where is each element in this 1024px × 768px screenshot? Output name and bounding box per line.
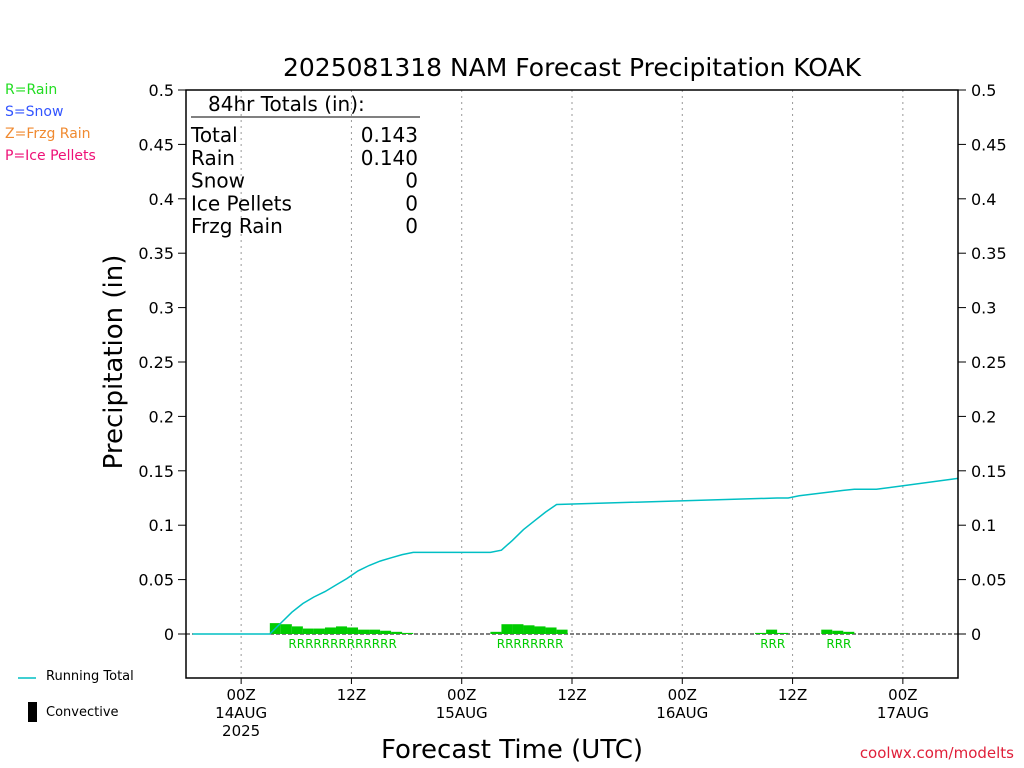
totals-label-2: Snow: [191, 169, 245, 193]
y-tick-label-left-2: 0.1: [149, 516, 174, 535]
y-tick-label-right-2: 0.1: [971, 516, 996, 535]
y-tick-label-right-8: 0.4: [971, 190, 996, 209]
x-tick-label-5-0: 12Z: [778, 686, 807, 704]
y-tick-label-right-6: 0.3: [971, 299, 996, 318]
x-tick-label-2-0: 00Z: [447, 686, 476, 704]
x-tick-label-0-2: 2025: [222, 722, 260, 740]
x-tick-label-1-0: 12Z: [337, 686, 366, 704]
y-tick-label-right-5: 0.25: [971, 353, 1007, 372]
rain-bar-13: [490, 631, 502, 634]
totals-label-3: Ice Pellets: [191, 191, 292, 215]
y-tick-label-left-4: 0.2: [149, 407, 174, 426]
convective-legend-label: Convective: [46, 705, 119, 720]
x-tick-label-4-1: 16AUG: [656, 704, 708, 722]
ptype-legend: R=Rain S=Snow Z=Frzg Rain P=Ice Pellets: [5, 79, 96, 167]
totals-value-0: 0.143: [361, 123, 418, 147]
rain-bar-14: [501, 624, 513, 634]
totals-label-4: Frzg Rain: [191, 214, 283, 238]
y-tick-label-left-10: 0.5: [149, 81, 174, 100]
x-tick-label-2-1: 15AUG: [436, 704, 488, 722]
y-tick-label-left-8: 0.4: [149, 190, 174, 209]
rain-bar-25: [843, 631, 855, 634]
ptype-label-3: RRR: [826, 637, 851, 651]
x-tick-label-6-1: 17AUG: [877, 704, 929, 722]
ptype-label-1: RRRRRRRR: [497, 637, 564, 651]
chart-title: 2025081318 NAM Forecast Precipitation KO…: [283, 53, 862, 82]
y-tick-label-left-1: 0.05: [138, 571, 174, 590]
legend-ice-pellets: P=Ice Pellets: [5, 148, 96, 164]
rain-bar-5: [324, 627, 336, 634]
totals-value-1: 0.140: [361, 146, 418, 170]
rain-bar-16: [523, 625, 535, 634]
y-tick-label-right-9: 0.45: [971, 135, 1007, 154]
y-tick-label-left-0: 0: [164, 625, 174, 644]
y-tick-label-right-3: 0.15: [971, 462, 1007, 481]
totals-header: 84hr Totals (in):: [208, 92, 365, 116]
y-tick-label-left-6: 0.3: [149, 299, 174, 318]
ptype-label-2: RRR: [760, 637, 785, 651]
totals-label-1: Rain: [191, 146, 235, 170]
x-tick-label-0-0: 00Z: [226, 686, 255, 704]
y-tick-label-right-1: 0.05: [971, 571, 1007, 590]
x-tick-label-6-0: 00Z: [888, 686, 917, 704]
legend-rain: R=Rain: [5, 82, 58, 98]
convective-swatch: [28, 702, 37, 722]
x-tick-label-4-0: 00Z: [668, 686, 697, 704]
y-tick-label-right-4: 0.2: [971, 407, 996, 426]
running-total-legend-label: Running Total: [46, 669, 134, 684]
rain-bar-9: [369, 629, 381, 634]
totals-value-4: 0: [405, 214, 418, 238]
x-tick-label-3-0: 12Z: [557, 686, 586, 704]
y-tick-label-left-5: 0.25: [138, 353, 174, 372]
rain-bar-22: [777, 632, 789, 634]
legend-frzg-rain: Z=Frzg Rain: [5, 126, 91, 142]
y-tick-label-right-7: 0.35: [971, 244, 1007, 263]
y-tick-label-left-3: 0.15: [138, 462, 174, 481]
rain-bar-15: [512, 624, 524, 634]
rain-bar-1: [280, 624, 292, 634]
rain-bar-23: [821, 629, 833, 634]
rain-bar-24: [832, 630, 844, 634]
running-total-line: [192, 477, 959, 635]
rain-bar-4: [313, 628, 325, 634]
rain-bar-19: [556, 629, 568, 634]
rain-bar-18: [545, 627, 557, 634]
x-axis-label: Forecast Time (UTC): [381, 735, 643, 765]
totals-value-3: 0: [405, 191, 418, 215]
rain-bar-8: [358, 629, 370, 634]
y-tick-label-left-7: 0.35: [138, 244, 174, 263]
site-credit: coolwx.com/modelts: [859, 744, 1014, 762]
rain-bar-12: [402, 632, 414, 634]
rain-bar-6: [336, 626, 348, 634]
totals-label-0: Total: [190, 123, 238, 147]
rain-bar-3: [302, 628, 314, 634]
y-tick-label-right-0: 0: [971, 625, 981, 644]
ptype-label-0: RRRRRRRRRRRRR: [288, 637, 396, 651]
x-tick-label-0-1: 14AUG: [215, 704, 267, 722]
y-axis-label: Precipitation (in): [99, 255, 129, 470]
rain-bar-2: [291, 626, 303, 634]
rain-bar-21: [766, 629, 778, 634]
rain-bar-17: [534, 626, 546, 634]
y-tick-label-right-10: 0.5: [971, 81, 996, 100]
y-tick-label-left-9: 0.45: [138, 135, 174, 154]
legend-snow: S=Snow: [5, 104, 64, 120]
totals-value-2: 0: [405, 169, 418, 193]
running-total-swatch: [18, 677, 36, 679]
rain-bar-11: [391, 631, 403, 634]
rain-bar-10: [380, 630, 392, 634]
rain-bar-20: [755, 632, 767, 634]
rain-bar-7: [347, 627, 359, 634]
